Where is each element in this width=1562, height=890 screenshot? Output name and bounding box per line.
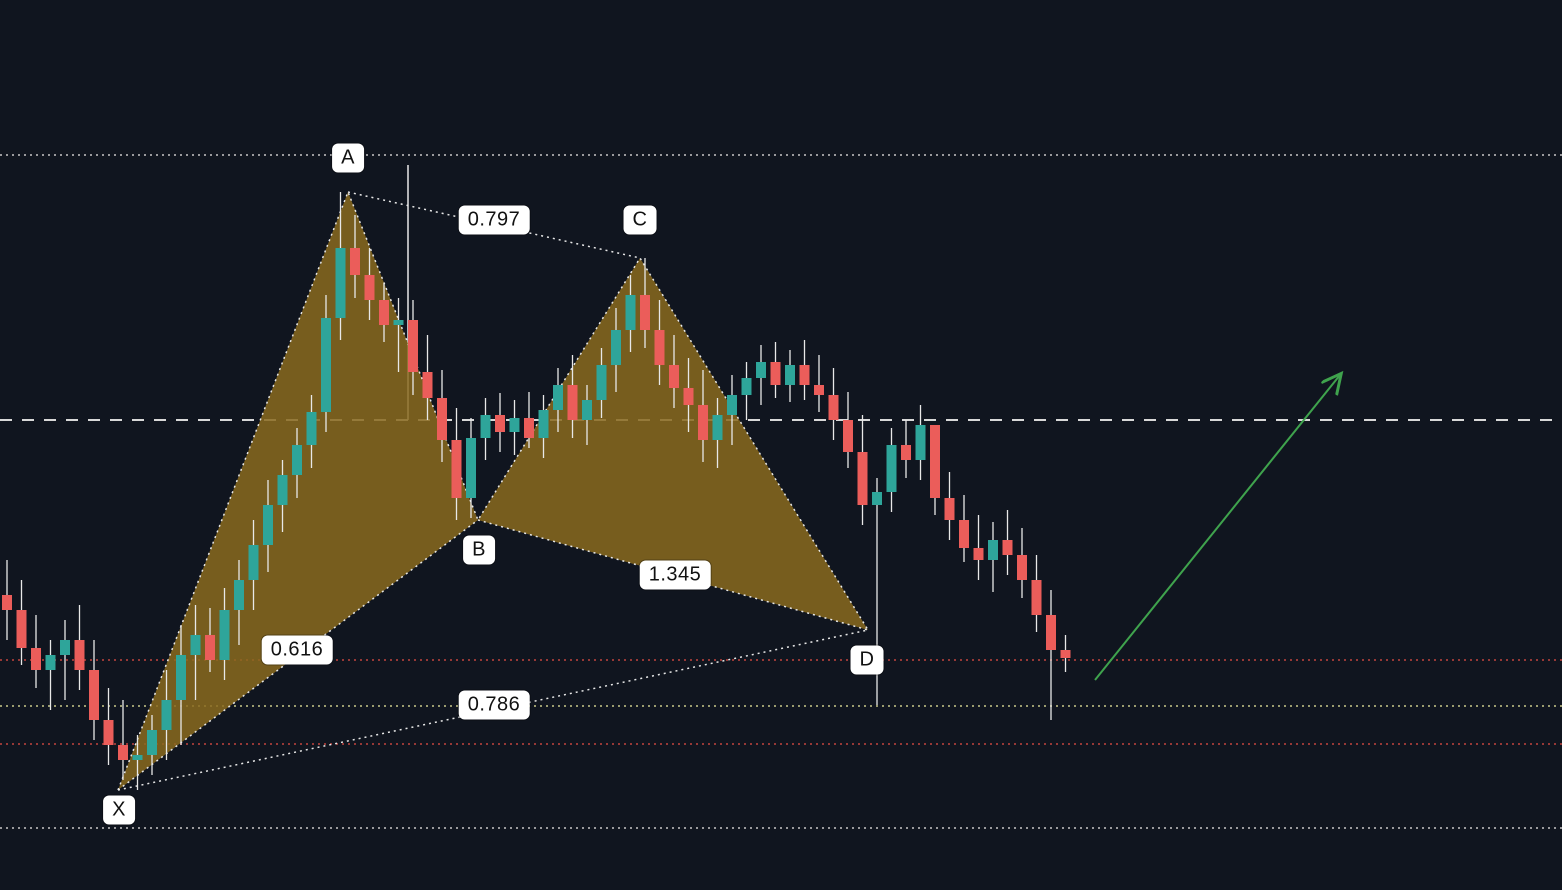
point-label-d: D xyxy=(851,646,884,675)
point-label-x: X xyxy=(103,796,135,825)
ratio-label-xd: 0.786 xyxy=(459,691,530,720)
point-label-b: B xyxy=(463,536,495,565)
point-label-c: C xyxy=(624,206,657,235)
ratio-label-ac: 0.797 xyxy=(459,206,530,235)
chart-canvas xyxy=(0,0,1562,890)
ratio-label-xb: 0.616 xyxy=(262,636,333,665)
harmonic-pattern-chart[interactable]: X A B C D 0.616 0.797 1.345 0.786 xyxy=(0,0,1562,890)
point-label-a: A xyxy=(332,144,364,173)
ratio-label-bd: 1.345 xyxy=(640,561,711,590)
